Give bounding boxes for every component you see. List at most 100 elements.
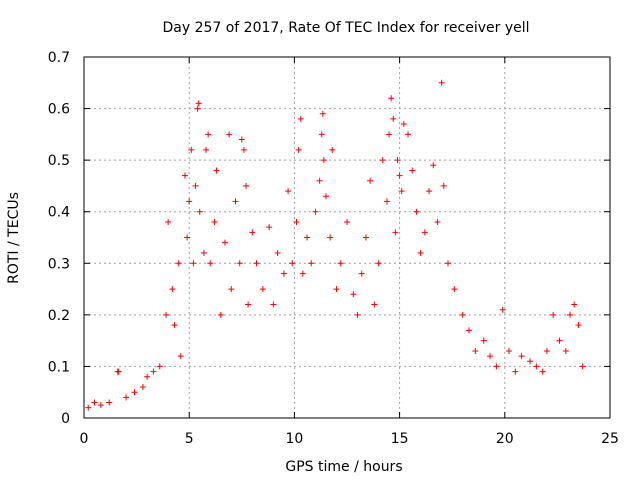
- data-point: [245, 301, 252, 308]
- data-point: [322, 193, 329, 200]
- chart-title: Day 257 of 2017, Rate Of TEC Index for r…: [162, 20, 529, 36]
- data-point: [354, 311, 361, 318]
- axis-ticks: [83, 56, 611, 419]
- plot-frame: [83, 56, 611, 419]
- data-point: [480, 337, 487, 344]
- data-point: [318, 131, 325, 138]
- data-point: [297, 115, 304, 122]
- data-point: [550, 311, 557, 318]
- y-tick-labels: 0 0.1 0.2 0.3 0.4 0.5 0.6 0.7: [48, 50, 70, 427]
- data-point: [115, 368, 122, 375]
- data-point: [181, 172, 188, 179]
- data-point: [207, 260, 214, 267]
- data-point: [358, 270, 365, 277]
- data-point: [405, 131, 412, 138]
- data-point: [444, 260, 451, 267]
- data-point: [190, 260, 197, 267]
- data-point: [91, 399, 98, 406]
- data-point: [400, 121, 407, 128]
- data-point: [451, 286, 458, 293]
- data-point: [571, 301, 578, 308]
- x-axis-label: GPS time / hours: [285, 459, 402, 475]
- y-tick-label: 0.4: [48, 205, 70, 221]
- x-tick-label: 10: [285, 431, 303, 447]
- data-point: [533, 363, 540, 370]
- data-point: [388, 95, 395, 102]
- data-point: [543, 347, 550, 354]
- data-point: [249, 229, 256, 236]
- data-point: [320, 157, 327, 164]
- data-point: [299, 270, 306, 277]
- data-point: [506, 347, 513, 354]
- data-point: [165, 219, 172, 226]
- data-point: [319, 110, 326, 117]
- data-point: [459, 311, 466, 318]
- data-point: [184, 234, 191, 241]
- data-point: [139, 384, 146, 391]
- data-point: [394, 157, 401, 164]
- data-point: [259, 286, 266, 293]
- data-point: [270, 301, 277, 308]
- data-point: [243, 182, 250, 189]
- data-point: [195, 100, 202, 107]
- data-point: [85, 404, 92, 411]
- data-point: [228, 286, 235, 293]
- data-point: [274, 249, 281, 256]
- data-point: [200, 249, 207, 256]
- y-tick-label: 0.7: [48, 50, 70, 66]
- data-point: [316, 177, 323, 184]
- data-point: [327, 234, 334, 241]
- data-point: [232, 198, 239, 205]
- data-point: [213, 167, 220, 174]
- data-point: [567, 311, 574, 318]
- data-point: [438, 79, 445, 86]
- data-point: [238, 136, 245, 143]
- data-point: [466, 327, 473, 334]
- data-point: [396, 172, 403, 179]
- data-point: [308, 260, 315, 267]
- data-point: [421, 229, 428, 236]
- y-tick-label: 0.6: [48, 102, 70, 118]
- data-point: [337, 260, 344, 267]
- data-point: [144, 373, 151, 380]
- data-point: [350, 291, 357, 298]
- data-point: [398, 188, 405, 195]
- data-point: [123, 394, 130, 401]
- data-point: [518, 353, 525, 360]
- data-point: [426, 188, 433, 195]
- data-point: [430, 162, 437, 169]
- data-point: [177, 353, 184, 360]
- data-point: [344, 219, 350, 226]
- data-point: [171, 322, 178, 329]
- data-point: [375, 260, 382, 267]
- data-point: [329, 146, 336, 153]
- data-point: [163, 311, 170, 318]
- data-point: [383, 198, 390, 205]
- data-point: [367, 177, 374, 184]
- data-point: [203, 146, 210, 153]
- data-point: [417, 249, 424, 256]
- data-point: [434, 219, 441, 226]
- x-tick-labels: 0 5 10 15 20 25: [80, 431, 619, 447]
- x-tick-label: 0: [80, 431, 89, 447]
- data-point: [253, 260, 260, 267]
- data-point: [392, 229, 399, 236]
- data-point: [156, 363, 163, 370]
- data-point: [293, 219, 300, 226]
- data-point: [493, 363, 500, 370]
- x-tick-label: 25: [601, 431, 619, 447]
- data-point: [409, 167, 416, 174]
- data-point: [487, 353, 494, 360]
- data-point: [304, 234, 311, 241]
- data-point: [562, 347, 569, 354]
- data-point: [390, 115, 397, 122]
- data-point: [333, 286, 340, 293]
- data-point: [379, 157, 386, 164]
- data-point: [539, 368, 546, 375]
- data-point: [579, 363, 586, 370]
- data-point: [106, 399, 113, 406]
- data-points: [85, 79, 586, 411]
- y-tick-label: 0.1: [48, 359, 70, 375]
- data-point: [289, 260, 296, 267]
